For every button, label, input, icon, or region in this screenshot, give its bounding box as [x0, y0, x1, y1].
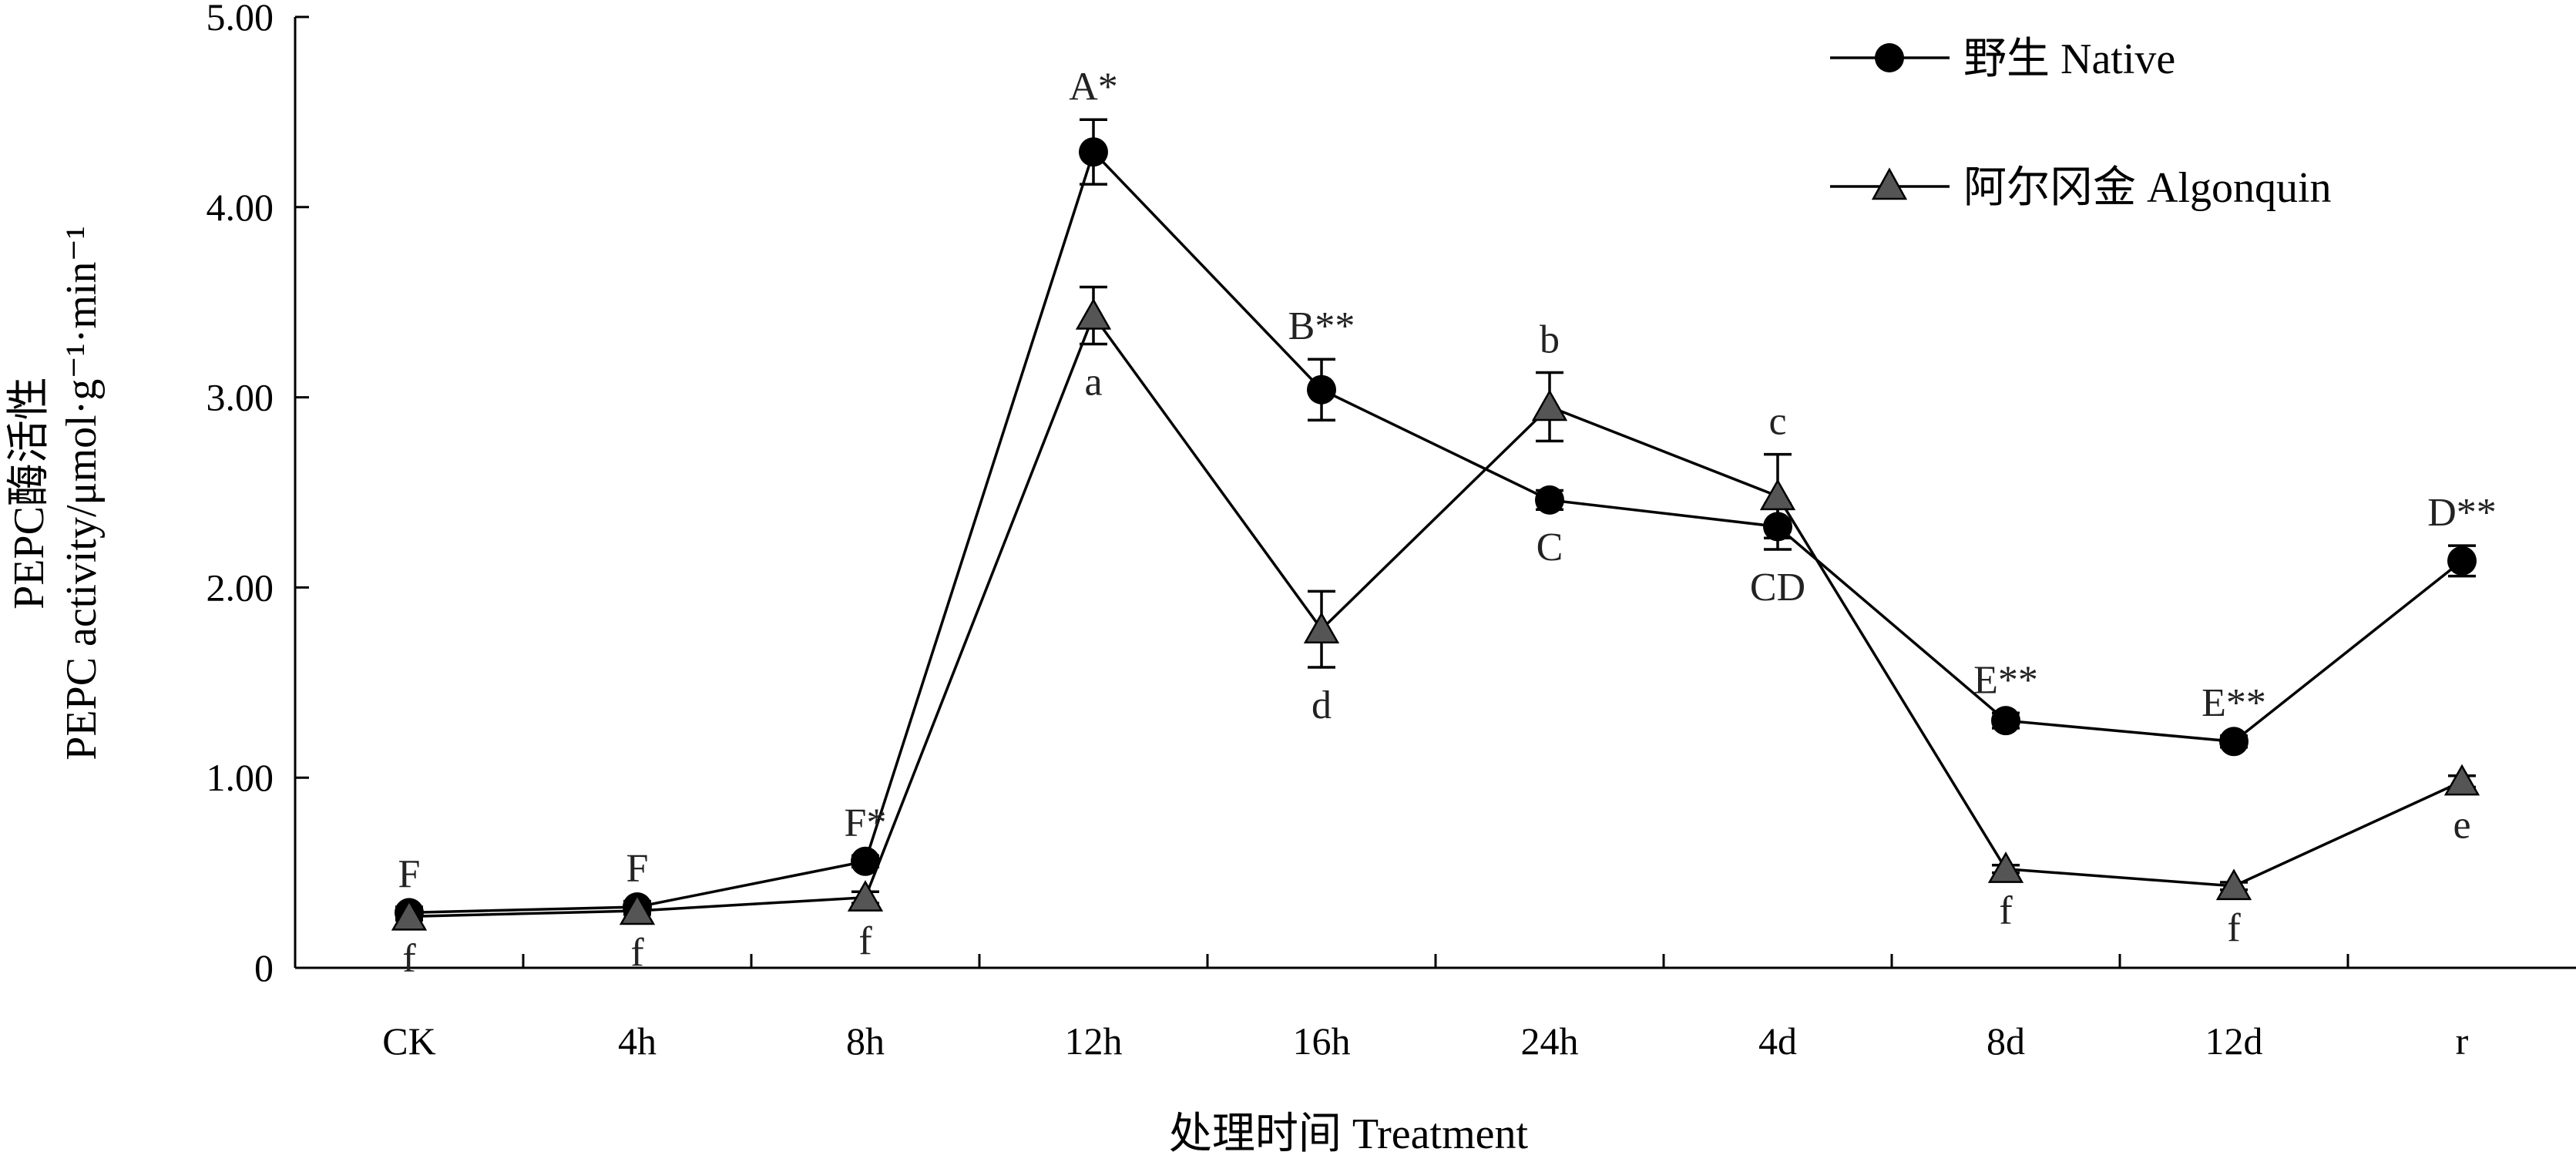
x-tick-label: 8d: [1987, 1019, 2025, 1063]
significance-label: B**: [1288, 304, 1355, 348]
significance-label: f: [1999, 889, 2013, 933]
x-tick-label: 24h: [1521, 1019, 1579, 1063]
x-ticks: CK 4h 8h 12h 16h 24h 4d 8d 12d r: [382, 954, 2469, 1063]
y-tick-label: 3.00: [207, 376, 274, 419]
data-point: [1991, 706, 2020, 736]
data-point: [1535, 485, 1564, 515]
data-point: [2443, 764, 2480, 796]
legend: 野生 Native 阿尔冈金 Algonquin: [1830, 35, 2332, 212]
y-tick-label: 4.00: [207, 186, 274, 229]
x-tick-label: 16h: [1293, 1019, 1351, 1063]
y-tick-label: 1.00: [207, 756, 274, 799]
data-point: [847, 880, 884, 912]
x-tick-label: 4d: [1758, 1019, 1797, 1063]
x-tick-label: CK: [382, 1019, 435, 1063]
data-point: [1303, 612, 1340, 643]
y-tick-label: 2.00: [207, 566, 274, 609]
significance-label: f: [630, 931, 644, 975]
series-native: F F F* A* B** C CD E** E** D**: [395, 65, 2497, 928]
series-native-line: [408, 149, 2463, 915]
y-tick-label: 0: [254, 946, 274, 989]
significance-label: F: [398, 852, 421, 896]
data-point: [2447, 546, 2477, 576]
x-tick-label: 12h: [1065, 1019, 1123, 1063]
data-point: [1307, 374, 1336, 405]
significance-label: E**: [1973, 658, 2038, 702]
y-ticks: 0 1.00 2.00 3.00 4.00 5.00: [207, 0, 309, 989]
significance-label: f: [402, 936, 416, 980]
significance-label: F: [626, 847, 649, 891]
significance-label: E**: [2202, 681, 2266, 725]
significance-label: f: [2227, 906, 2241, 950]
data-point: [2215, 868, 2252, 901]
significance-label: F*: [845, 801, 887, 845]
significance-label: d: [1312, 683, 1332, 727]
x-tick-label: 8h: [846, 1019, 885, 1063]
significance-label: e: [2453, 804, 2470, 848]
significance-label: f: [858, 919, 872, 963]
y-axis-title-line2: PEPC activity/μmol·g⁻¹·min⁻¹: [58, 226, 106, 761]
y-axis-title-line1: PEPC酶活性: [5, 377, 53, 610]
data-point: [2219, 727, 2249, 757]
legend-native-label: 野生 Native: [1963, 35, 2175, 83]
data-point: [391, 898, 428, 931]
significance-label: CD: [1750, 566, 1805, 610]
significance-label: b: [1540, 318, 1560, 362]
x-tick-label: 4h: [618, 1019, 657, 1063]
data-point: [1759, 479, 1796, 511]
significance-label: A*: [1069, 65, 1118, 109]
legend-native-marker: [1875, 43, 1904, 72]
legend-algonquin-label: 阿尔冈金 Algonquin: [1963, 164, 2332, 212]
plot-area: F F F* A* B** C CD E** E** D** f f f a d b c f f e: [391, 65, 2497, 980]
significance-label: c: [1768, 400, 1786, 444]
y-tick-label: 5.00: [207, 0, 274, 39]
data-point: [1531, 389, 1568, 421]
x-tick-label: 12d: [2205, 1019, 2263, 1063]
significance-label: D**: [2427, 491, 2497, 535]
data-point: [1075, 297, 1112, 330]
significance-label: a: [1084, 360, 1102, 404]
series-algonquin: f f f a d b c f f e: [391, 285, 2480, 980]
x-axis-title: 处理时间 Treatment: [1169, 1110, 1529, 1158]
data-point: [619, 893, 656, 925]
data-point: [1079, 137, 1108, 167]
series-algonquin-line: [408, 312, 2463, 919]
data-point: [851, 846, 880, 876]
legend-algonquin-marker: [1871, 167, 1908, 200]
axes: [294, 17, 2576, 969]
data-point: [1987, 851, 2024, 883]
significance-label: C: [1537, 526, 1563, 569]
x-tick-label: r: [2456, 1019, 2469, 1063]
